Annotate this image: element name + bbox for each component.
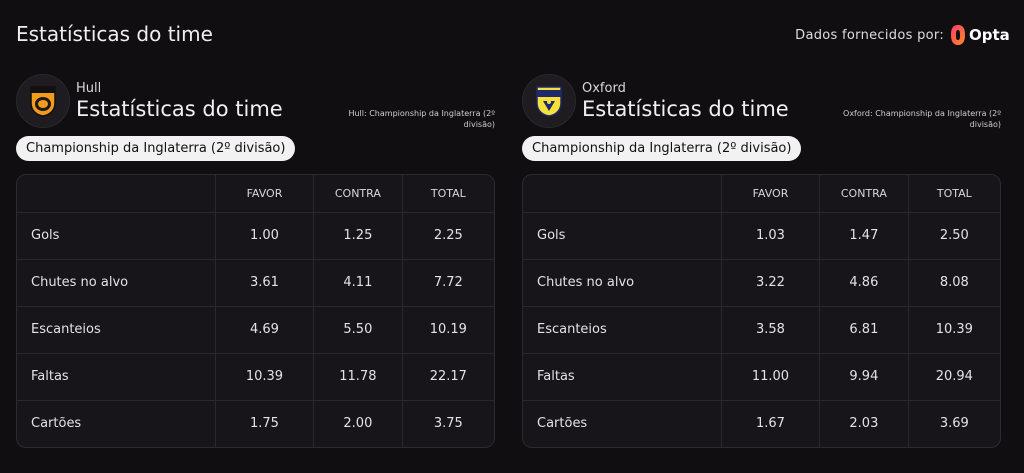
stat-value: 1.25	[313, 212, 401, 259]
stat-value: 4.69	[214, 306, 313, 353]
stat-row: Escanteios 4.69 5.50 10.19	[17, 306, 494, 354]
column-header: FAVOR	[720, 175, 819, 212]
team-panel: Oxford Estatísticas do time Oxford: Champi…	[522, 74, 1001, 448]
stat-value: 2.00	[313, 400, 401, 447]
stat-value: 1.67	[720, 400, 819, 447]
column-header: FAVOR	[214, 175, 313, 212]
stat-value: 20.94	[907, 353, 1000, 400]
provider-text: Dados fornecidos por:	[795, 28, 944, 43]
provider-logo: Opta	[950, 22, 1010, 48]
panel-title: Estatísticas do time	[76, 97, 283, 121]
column-header: TOTAL	[401, 175, 494, 212]
header-row: FAVOR CONTRA TOTAL	[523, 175, 1000, 213]
stat-row: Cartões 1.75 2.00 3.75	[17, 400, 494, 447]
stat-row: Chutes no alvo 3.61 4.11 7.72	[17, 259, 494, 307]
competition-pill: Championship da Inglaterra (2º divisão)	[522, 136, 802, 161]
stat-value: 1.47	[819, 212, 907, 259]
header-row: FAVOR CONTRA TOTAL	[17, 175, 494, 213]
stat-label: Cartões	[537, 416, 588, 431]
team-badge	[16, 74, 70, 128]
header-cell	[523, 175, 721, 212]
team-name: Oxford	[582, 81, 626, 96]
stats-table: FAVOR CONTRA TOTAL Gols 1.00 1.25 2.25 Chutes n…	[16, 174, 495, 448]
panel-title: Estatísticas do time	[582, 97, 789, 121]
stat-label: Cartões	[31, 416, 82, 431]
stat-value: 6.81	[819, 306, 907, 353]
stat-value: 1.75	[214, 400, 313, 447]
stat-value: 4.11	[313, 259, 401, 306]
stat-row: Escanteios 3.58 6.81 10.39	[523, 306, 1000, 354]
stat-value: 5.50	[313, 306, 401, 353]
stat-value: 3.58	[720, 306, 819, 353]
stat-value: 3.22	[720, 259, 819, 306]
stat-value: 2.50	[907, 212, 1000, 259]
competition-note: Oxford: Championship da Inglaterra (2º d…	[843, 109, 1001, 129]
opta-icon	[951, 25, 965, 45]
stat-row: Faltas 11.00 9.94 20.94	[523, 353, 1000, 401]
competition-note: Hull: Championship da Inglaterra (2º div…	[348, 109, 495, 129]
stats-table: FAVOR CONTRA TOTAL Gols 1.03 1.47 2.50 Chutes n…	[522, 174, 1001, 448]
stat-value: 11.00	[720, 353, 819, 400]
stat-value: 2.03	[819, 400, 907, 447]
stat-label: Gols	[537, 228, 566, 243]
column-header: TOTAL	[907, 175, 1000, 212]
stat-value: 10.19	[401, 306, 494, 353]
stat-label: Gols	[31, 228, 60, 243]
stat-value: 11.78	[313, 353, 401, 400]
stat-value: 10.39	[214, 353, 313, 400]
stat-row: Chutes no alvo 3.22 4.86 8.08	[523, 259, 1000, 307]
stat-value: 1.03	[720, 212, 819, 259]
badge-icon	[30, 86, 56, 117]
stat-row: Gols 1.03 1.47 2.50	[523, 212, 1000, 260]
team-name: Hull	[76, 81, 102, 96]
stat-row: Cartões 1.67 2.03 3.69	[523, 400, 1000, 447]
column-header: CONTRA	[313, 175, 401, 212]
stat-value: 3.75	[401, 400, 494, 447]
stat-value: 22.17	[401, 353, 494, 400]
stat-label: Faltas	[537, 369, 575, 384]
stat-value: 1.00	[214, 212, 313, 259]
stat-row: Faltas 10.39 11.78 22.17	[17, 353, 494, 401]
stat-label: Chutes no alvo	[537, 275, 635, 290]
header-cell	[17, 175, 215, 212]
stat-label: Escanteios	[537, 322, 607, 337]
stat-label: Chutes no alvo	[31, 275, 129, 290]
team-panel: Hull Estatísticas do time Hull: Championsh…	[16, 74, 495, 448]
stat-value: 2.25	[401, 212, 494, 259]
stat-value: 7.72	[401, 259, 494, 306]
column-header: CONTRA	[819, 175, 907, 212]
badge-icon	[536, 86, 562, 117]
stat-value: 9.94	[819, 353, 907, 400]
stat-value: 3.61	[214, 259, 313, 306]
page-title: Estatísticas do time	[16, 22, 213, 46]
stat-label: Faltas	[31, 369, 69, 384]
stat-value: 8.08	[907, 259, 1000, 306]
stat-row: Gols 1.00 1.25 2.25	[17, 212, 494, 260]
stat-value: 10.39	[907, 306, 1000, 353]
stat-value: 3.69	[907, 400, 1000, 447]
team-badge	[522, 74, 576, 128]
stat-label: Escanteios	[31, 322, 101, 337]
stat-value: 4.86	[819, 259, 907, 306]
opta-wordmark: Opta	[969, 26, 1010, 44]
competition-pill: Championship da Inglaterra (2º divisão)	[16, 136, 296, 161]
